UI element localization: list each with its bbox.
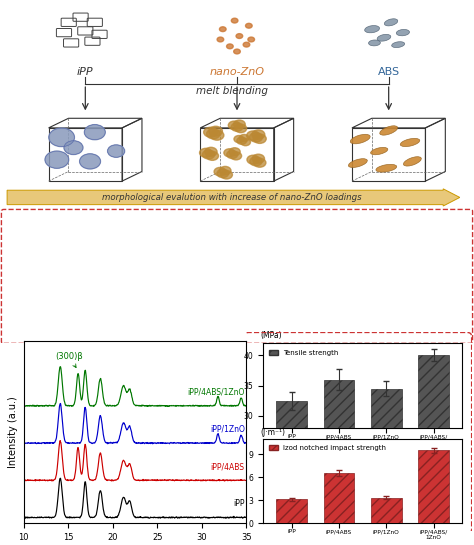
- Circle shape: [217, 37, 224, 42]
- Circle shape: [202, 150, 215, 159]
- Circle shape: [227, 44, 233, 49]
- Circle shape: [235, 124, 246, 132]
- Circle shape: [229, 148, 240, 156]
- Circle shape: [217, 169, 228, 178]
- Bar: [418, 355, 449, 545]
- Bar: [371, 498, 402, 523]
- Legend: Tensile strength: Tensile strength: [266, 347, 341, 359]
- Circle shape: [237, 137, 246, 144]
- Bar: [418, 450, 449, 523]
- Circle shape: [108, 145, 125, 158]
- Circle shape: [253, 134, 266, 143]
- Circle shape: [252, 154, 264, 163]
- Circle shape: [246, 23, 252, 28]
- Circle shape: [84, 125, 105, 140]
- Circle shape: [221, 171, 232, 179]
- Circle shape: [243, 42, 250, 47]
- Circle shape: [234, 49, 240, 54]
- Bar: [324, 473, 355, 523]
- Circle shape: [206, 152, 219, 160]
- Text: (J·m⁻¹): (J·m⁻¹): [261, 428, 286, 437]
- Circle shape: [209, 126, 222, 136]
- Y-axis label: Intensity (a.u.): Intensity (a.u.): [8, 396, 18, 468]
- Circle shape: [214, 167, 226, 176]
- Legend: Izod notched impact strength: Izod notched impact strength: [266, 442, 389, 454]
- Circle shape: [219, 27, 226, 32]
- Text: nano-ZnO: nano-ZnO: [210, 67, 264, 77]
- Circle shape: [236, 34, 243, 39]
- Bar: [371, 389, 402, 545]
- Text: (300)β: (300)β: [55, 352, 82, 367]
- Text: iPP/4ABS/1ZnO: iPP/4ABS/1ZnO: [187, 387, 245, 397]
- Ellipse shape: [384, 19, 398, 26]
- Circle shape: [228, 121, 240, 130]
- Bar: [276, 499, 307, 523]
- Ellipse shape: [392, 42, 405, 47]
- Circle shape: [207, 129, 220, 139]
- Circle shape: [49, 128, 74, 147]
- Circle shape: [234, 120, 245, 129]
- Text: melt blending: melt blending: [196, 86, 268, 96]
- Ellipse shape: [401, 138, 419, 147]
- Ellipse shape: [403, 157, 421, 166]
- Text: iPP/1ZnO: iPP/1ZnO: [210, 425, 245, 434]
- Text: iPP/4ABS: iPP/4ABS: [211, 462, 245, 471]
- Circle shape: [64, 141, 83, 155]
- Text: iPP: iPP: [233, 499, 245, 508]
- Ellipse shape: [380, 126, 398, 135]
- Circle shape: [200, 148, 212, 158]
- Circle shape: [248, 37, 255, 42]
- Ellipse shape: [377, 34, 391, 41]
- Text: morphological evalution with increase of nano-ZnO loadings: morphological evalution with increase of…: [102, 193, 362, 202]
- Circle shape: [230, 152, 242, 160]
- Circle shape: [80, 154, 100, 169]
- Circle shape: [254, 158, 266, 167]
- Circle shape: [224, 149, 235, 157]
- Circle shape: [227, 150, 238, 159]
- Ellipse shape: [365, 26, 380, 33]
- Circle shape: [210, 130, 224, 140]
- Circle shape: [45, 151, 69, 168]
- FancyArrow shape: [7, 189, 460, 206]
- Circle shape: [246, 131, 260, 140]
- Circle shape: [204, 128, 217, 137]
- Ellipse shape: [348, 159, 367, 167]
- Ellipse shape: [376, 165, 397, 172]
- Bar: [276, 401, 307, 545]
- Text: ABS: ABS: [378, 67, 400, 77]
- Circle shape: [250, 157, 262, 166]
- Bar: [324, 379, 355, 545]
- Ellipse shape: [396, 29, 410, 36]
- Circle shape: [234, 136, 244, 143]
- Circle shape: [249, 132, 263, 142]
- Circle shape: [252, 130, 265, 140]
- Circle shape: [247, 155, 259, 164]
- Ellipse shape: [371, 147, 388, 155]
- Circle shape: [205, 147, 217, 156]
- Circle shape: [239, 135, 249, 142]
- Circle shape: [231, 123, 243, 131]
- Ellipse shape: [369, 40, 380, 46]
- Circle shape: [231, 18, 238, 23]
- Text: iPP: iPP: [77, 67, 94, 77]
- Text: (MPa): (MPa): [261, 331, 283, 340]
- Ellipse shape: [350, 134, 370, 144]
- Circle shape: [219, 166, 231, 175]
- Circle shape: [241, 138, 250, 146]
